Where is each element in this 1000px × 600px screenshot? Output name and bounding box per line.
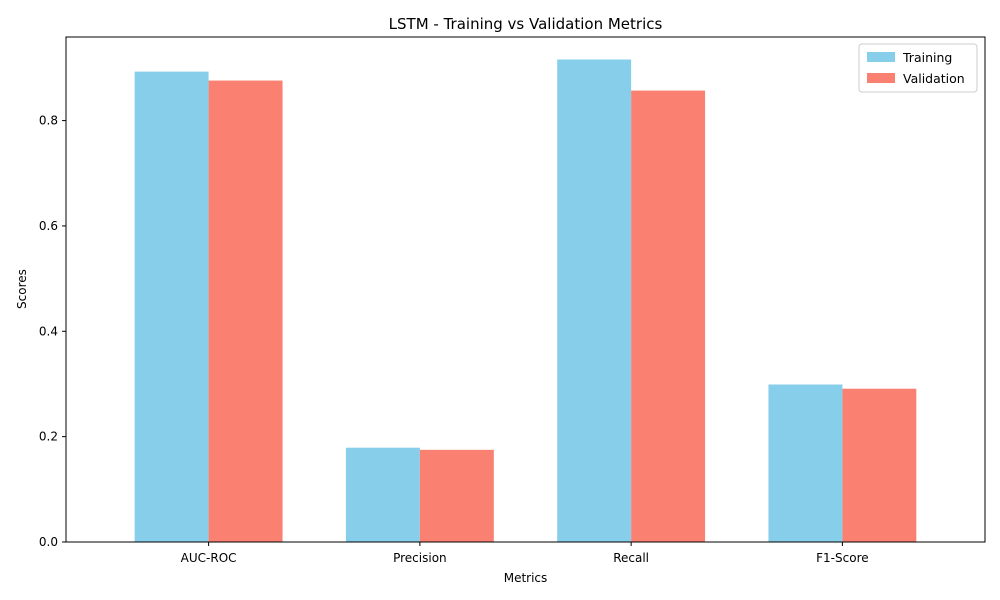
- x-tick-label: Precision: [393, 551, 447, 565]
- legend-label: Training: [902, 50, 952, 65]
- legend: Training Validation: [858, 43, 978, 93]
- x-tick-label: F1-Score: [816, 551, 868, 565]
- bar-validation-recall: [631, 90, 706, 542]
- y-tick-label: 0.0: [39, 535, 58, 549]
- y-tick-label: 0.2: [39, 430, 58, 444]
- x-tick-label: Recall: [613, 551, 649, 565]
- x-tick-label: AUC-ROC: [181, 551, 237, 565]
- bars-group: [134, 59, 917, 543]
- y-tick-label: 0.8: [39, 114, 58, 128]
- bar-validation-f1-score: [842, 388, 917, 542]
- bar-validation-auc-roc: [208, 80, 283, 543]
- bar-training-precision: [345, 447, 420, 542]
- chart-title: LSTM - Training vs Validation Metrics: [389, 15, 663, 33]
- y-axis-label: Scores: [15, 269, 29, 309]
- y-ticks-group: 0.0 0.2 0.4 0.6 0.8: [39, 114, 66, 549]
- legend-swatch: [867, 52, 895, 62]
- legend-label: Validation: [903, 71, 965, 86]
- legend-swatch: [867, 73, 895, 83]
- y-tick-label: 0.6: [39, 219, 58, 233]
- x-axis-label: Metrics: [504, 571, 548, 585]
- bar-training-f1-score: [768, 384, 843, 542]
- bar-validation-precision: [419, 449, 494, 542]
- bar-training-recall: [557, 59, 632, 543]
- y-tick-label: 0.4: [39, 324, 58, 338]
- plot-frame: [65, 36, 986, 543]
- x-ticks-group: AUC-ROC Precision Recall F1-Score: [181, 542, 869, 565]
- bar-training-auc-roc: [134, 71, 209, 543]
- axes-group: [65, 36, 986, 543]
